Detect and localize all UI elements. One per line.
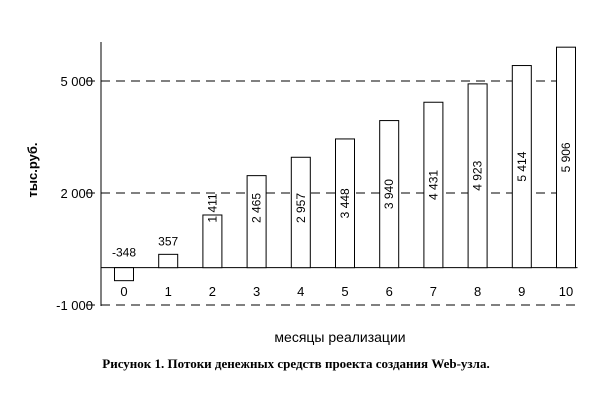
bar: [335, 138, 355, 269]
bar: [114, 267, 134, 282]
data-label: 2 465: [250, 193, 264, 223]
data-label: 5 906: [559, 142, 573, 172]
data-label: 3 940: [382, 179, 396, 209]
value-labels: -348 357 1 411 2 465 2 957 3 448 3 940 4 431 4 9…: [112, 142, 573, 260]
data-label: 3 448: [338, 188, 352, 218]
x-tick-label: 5: [341, 284, 348, 299]
bar: [290, 156, 311, 269]
y-tick-labels: -1 000 2 000 5 000: [56, 74, 93, 313]
x-tick-label: 4: [297, 284, 304, 299]
y-tick-label: 2 000: [60, 186, 93, 201]
y-tick-label: -1 000: [56, 298, 93, 313]
x-tick-label: 2: [209, 284, 216, 299]
x-tick-label: 10: [559, 284, 573, 299]
bar: [246, 175, 267, 269]
bars: [114, 46, 576, 282]
bar: [423, 101, 444, 269]
gridlines: [86, 80, 580, 306]
x-tick-label: 3: [253, 284, 260, 299]
data-label: 5 414: [515, 151, 529, 181]
x-tick-label: 1: [165, 284, 172, 299]
x-tick-label: 0: [120, 284, 127, 299]
data-label: -348: [112, 246, 136, 260]
x-tick-label: 8: [474, 284, 481, 299]
x-tick-label: 6: [386, 284, 393, 299]
data-label: 357: [158, 234, 178, 248]
figure-caption: Рисунок 1. Потоки денежных средств проек…: [102, 356, 490, 371]
x-tick-label: 7: [430, 284, 437, 299]
bar: [158, 253, 179, 269]
data-label: 4 431: [426, 170, 440, 200]
data-label: 2 957: [294, 193, 308, 223]
bar: [379, 120, 400, 269]
data-label: 4 923: [471, 160, 485, 190]
bar: [556, 46, 576, 269]
x-tick-label: 9: [518, 284, 525, 299]
y-axis-label: тыс.руб.: [25, 143, 40, 198]
x-tick-labels: 0 1 2 3 4 5 6 7 8 9 10: [120, 284, 573, 299]
bar: [202, 214, 223, 269]
y-tick-label: 5 000: [60, 74, 93, 89]
data-label: 1 411: [205, 193, 219, 222]
bar: [511, 65, 532, 269]
bar: [467, 83, 488, 269]
x-axis-label: месяцы реализации: [274, 329, 405, 345]
